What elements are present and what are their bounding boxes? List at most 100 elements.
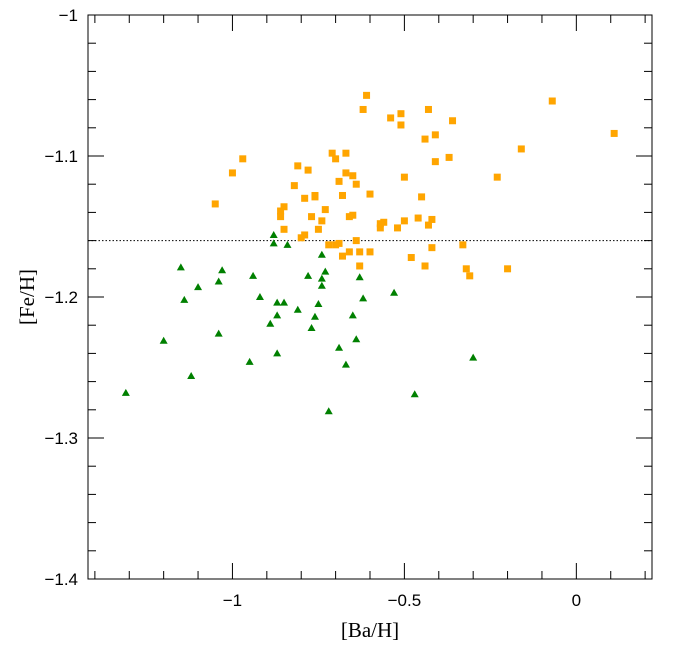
square-point — [380, 218, 388, 226]
triangle-point — [324, 407, 333, 415]
square-point — [335, 177, 343, 185]
tick-labels: −1 −0.5 0 −1.4 −1.3 −1.2 −1.1 −1 — [44, 6, 581, 610]
square-point — [328, 149, 336, 157]
triangle-point — [176, 263, 185, 271]
triangle-point — [180, 295, 189, 303]
square-point — [211, 200, 219, 208]
square-point — [228, 169, 236, 177]
square-point — [418, 193, 426, 201]
x-tick-label: 0 — [572, 591, 581, 610]
square-point — [294, 162, 302, 170]
square-point — [318, 217, 326, 225]
square-point — [431, 158, 439, 166]
triangle-point — [266, 319, 275, 327]
triangle-point — [317, 250, 326, 258]
square-point — [376, 224, 384, 232]
triangle-point — [469, 353, 478, 361]
triangle-point — [321, 267, 330, 275]
square-point — [610, 129, 618, 137]
square-point — [400, 173, 408, 181]
square-point — [493, 173, 501, 181]
square-point — [342, 169, 350, 177]
square-point — [332, 155, 340, 163]
triangle-point — [310, 312, 319, 320]
square-point — [366, 190, 374, 198]
square-point — [394, 224, 402, 232]
triangle-point — [352, 335, 361, 343]
triangle-point — [255, 293, 264, 300]
triangle-point — [390, 288, 399, 296]
triangle-point — [317, 281, 326, 289]
square-point — [363, 91, 371, 99]
square-point — [290, 182, 298, 190]
square-point — [424, 221, 432, 229]
square-point — [400, 217, 408, 225]
y-axis-title: [Fe/H] — [15, 269, 39, 325]
triangle-point — [307, 324, 316, 332]
triangle-point — [245, 357, 254, 365]
data-points — [121, 91, 618, 415]
triangle-point — [283, 240, 292, 248]
triangle-point — [194, 283, 203, 291]
square-point — [366, 248, 374, 256]
square-point — [280, 203, 288, 211]
square-point — [397, 110, 405, 118]
square-point — [325, 241, 333, 249]
square-point — [548, 97, 556, 105]
y-tick-label: −1 — [59, 6, 78, 25]
square-point — [345, 248, 353, 256]
square-point — [280, 225, 288, 233]
square-point — [445, 153, 453, 161]
triangle-point — [293, 305, 302, 313]
triangle-point — [317, 274, 326, 282]
square-point — [304, 166, 312, 174]
square-point — [359, 105, 367, 113]
square-point — [414, 214, 422, 222]
square-point — [421, 262, 429, 270]
square-point — [387, 114, 395, 122]
plot-frame — [87, 14, 653, 580]
triangle-point — [214, 277, 223, 285]
square-point — [431, 131, 439, 139]
square-point — [466, 272, 474, 280]
square-point — [352, 237, 360, 245]
triangle-point — [249, 271, 258, 279]
square-point — [338, 191, 346, 199]
square-point — [424, 105, 432, 113]
square-point — [301, 194, 309, 202]
square-point — [397, 121, 405, 129]
square-point — [308, 213, 316, 221]
square-point — [352, 180, 360, 188]
triangle-point — [218, 266, 227, 274]
triangle-point — [273, 298, 282, 306]
square-point — [428, 215, 436, 223]
square-point — [421, 135, 429, 143]
square-point — [311, 193, 319, 201]
x-axis-title: [Ba/H] — [341, 618, 399, 642]
square-point — [277, 207, 285, 215]
square-point — [239, 155, 247, 163]
triangle-point — [359, 294, 368, 302]
triangle-point — [269, 239, 278, 247]
square-point — [349, 172, 357, 180]
triangle-point — [273, 311, 282, 319]
y-tick-label: −1.1 — [44, 147, 78, 166]
square-point — [407, 254, 415, 262]
y-tick-label: −1.3 — [44, 429, 78, 448]
square-point — [338, 252, 346, 260]
triangle-point — [159, 336, 168, 344]
triangle-point — [214, 329, 223, 337]
square-point — [349, 211, 357, 219]
y-tick-label: −1.2 — [44, 288, 78, 307]
square-point — [517, 145, 525, 153]
triangle-point — [355, 273, 364, 281]
square-point — [277, 213, 285, 221]
triangle-point — [121, 388, 130, 396]
x-tick-label: −1 — [223, 591, 242, 610]
square-point — [314, 225, 322, 233]
triangle-point — [348, 311, 357, 319]
triangle-point — [187, 371, 196, 379]
square-point — [356, 248, 364, 256]
y-tick-label: −1.4 — [44, 570, 78, 589]
axis-ticks — [88, 14, 652, 580]
